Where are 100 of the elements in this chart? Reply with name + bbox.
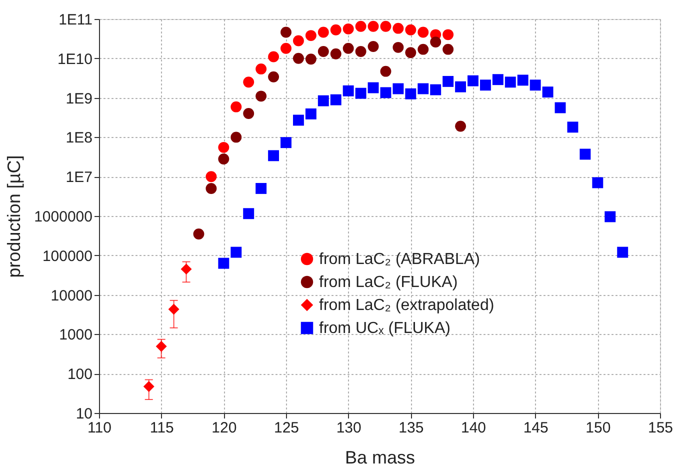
- point: [468, 75, 478, 86]
- point: [206, 171, 217, 182]
- x-tick-label: 140: [460, 420, 486, 436]
- point: [442, 76, 454, 87]
- y-axis-title: production [µC]: [4, 155, 24, 278]
- point: [617, 246, 628, 258]
- point: [392, 22, 404, 34]
- point: [405, 47, 416, 58]
- point: [368, 41, 379, 52]
- point: [380, 20, 392, 32]
- x-axis-title: Ba mass: [344, 448, 416, 468]
- point: [243, 76, 254, 88]
- point: [318, 95, 329, 106]
- point: [292, 114, 304, 126]
- point: [218, 154, 230, 164]
- x-tick-label: 110: [88, 420, 112, 436]
- x-tick-label: 135: [398, 420, 424, 436]
- point: [430, 84, 442, 96]
- point: [504, 76, 516, 88]
- point: [592, 177, 604, 188]
- point: [492, 74, 504, 86]
- point: [268, 150, 280, 162]
- legend-label: from LaC₂ (FLUKA): [319, 274, 458, 291]
- y-tick-label: 1000000: [34, 208, 92, 226]
- legend-label: from UCₓ (FLUKA): [319, 320, 450, 337]
- x-tick-label: 125: [274, 420, 300, 436]
- point: [554, 102, 566, 114]
- point: [230, 101, 242, 112]
- y-tick-label: 1E11: [58, 12, 92, 28]
- point: [342, 85, 354, 96]
- y-tick-label: 100000: [42, 248, 92, 265]
- point: [355, 46, 366, 57]
- point: [442, 44, 454, 55]
- point: [604, 211, 616, 222]
- point: [517, 74, 528, 86]
- point: [418, 44, 429, 55]
- y-tick-label: 1E8: [66, 130, 92, 147]
- legend-label: from LaC₂ (extrapolated): [319, 297, 494, 314]
- point: [268, 71, 280, 82]
- point: [292, 35, 304, 46]
- y-tick-label: 1E9: [66, 90, 92, 108]
- point: [305, 30, 316, 42]
- point: [355, 20, 366, 32]
- point: [280, 42, 292, 54]
- point: [318, 26, 329, 38]
- x-tick-label: 145: [523, 420, 548, 436]
- point: [392, 42, 404, 53]
- point: [418, 26, 429, 38]
- point: [455, 81, 466, 92]
- point: [342, 42, 354, 54]
- y-tick-label: 10: [76, 406, 92, 422]
- x-tick-label: 155: [648, 420, 674, 436]
- point: [256, 182, 267, 194]
- point: [292, 52, 304, 64]
- point: [256, 63, 267, 74]
- x-tick-label: 120: [212, 420, 237, 436]
- legend-label: from LaC₂ (ABRABLA): [319, 251, 480, 268]
- y-tick-label: 1000: [59, 326, 92, 344]
- point: [218, 258, 230, 269]
- y-tick-label: 1E7: [66, 169, 92, 186]
- point: [542, 86, 554, 98]
- point: [206, 182, 217, 194]
- point: [480, 80, 491, 91]
- point: [342, 23, 354, 34]
- y-tick-label: 1E10: [57, 50, 92, 68]
- point: [380, 66, 392, 77]
- point: [280, 26, 292, 38]
- y-tick-label: 10000: [50, 287, 92, 304]
- point: [305, 54, 316, 65]
- point: [330, 48, 342, 60]
- point: [230, 132, 242, 143]
- point: [256, 90, 267, 102]
- point: [243, 108, 254, 119]
- point: [368, 82, 379, 94]
- point: [392, 83, 404, 94]
- point: [418, 83, 429, 94]
- point: [230, 246, 242, 258]
- point: [405, 24, 416, 36]
- x-tick-label: 150: [586, 420, 611, 436]
- point: [442, 29, 454, 40]
- x-tick-label: 130: [336, 420, 362, 436]
- y-tick-label: 100: [67, 366, 92, 384]
- point: [193, 228, 204, 240]
- point: [455, 120, 466, 132]
- point: [368, 20, 379, 32]
- point: [330, 24, 342, 36]
- point: [355, 88, 366, 99]
- point: [218, 142, 230, 153]
- point: [580, 148, 591, 160]
- point: [268, 51, 280, 62]
- point: [243, 208, 254, 220]
- point: [318, 46, 329, 57]
- point: [330, 94, 342, 106]
- point: [380, 87, 392, 98]
- x-tick-label: 115: [150, 420, 174, 436]
- point: [405, 88, 416, 100]
- point: [280, 137, 292, 148]
- point: [567, 122, 578, 133]
- point: [530, 80, 541, 91]
- point: [305, 108, 316, 120]
